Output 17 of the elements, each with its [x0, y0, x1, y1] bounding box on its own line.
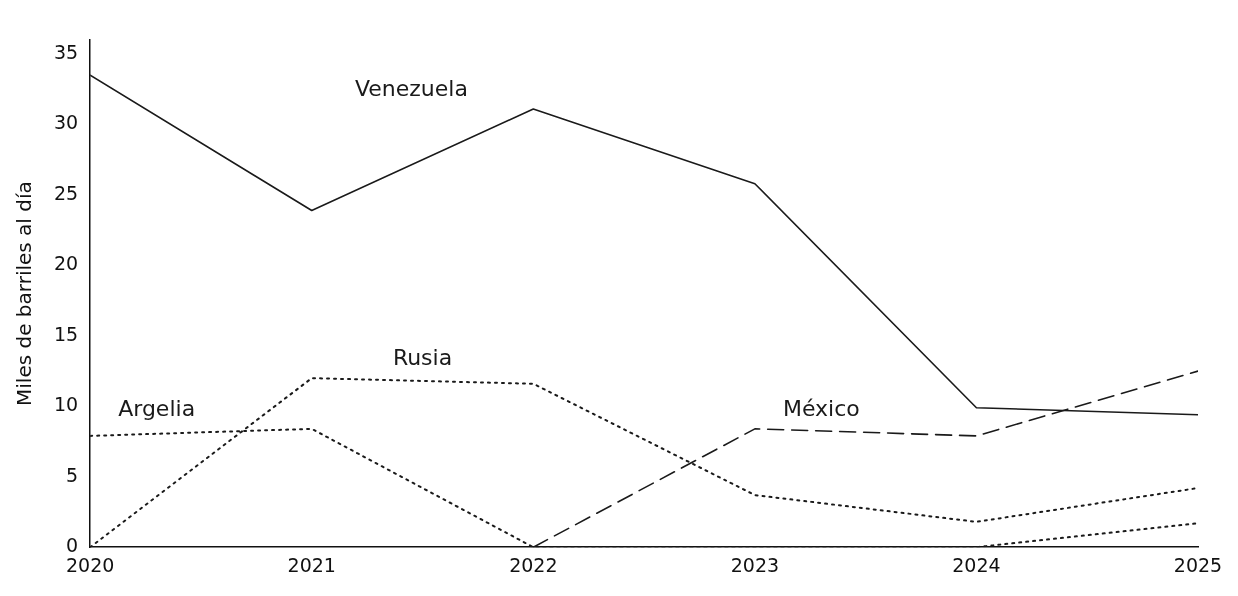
- y-tick-label: 30: [53, 111, 79, 134]
- series-label: México: [782, 395, 860, 421]
- x-tick-label: 2022: [509, 553, 558, 576]
- y-tick-label: 5: [66, 463, 79, 486]
- y-axis-title: Miles de barriles al día: [12, 181, 37, 406]
- x-tick-label: 2024: [952, 553, 1001, 576]
- x-tick-label: 2023: [730, 553, 780, 576]
- y-tick-label: 35: [53, 41, 79, 64]
- x-tick-label: 2025: [1173, 553, 1223, 576]
- y-tick-label: 20: [53, 252, 79, 275]
- series-label: Venezuela: [354, 75, 468, 101]
- y-tick-label: 15: [53, 322, 79, 345]
- y-tick-label: 10: [53, 393, 79, 416]
- y-tick-label: 25: [53, 181, 79, 204]
- x-tick-label: 2021: [287, 553, 336, 576]
- series-label: Argelia: [118, 395, 196, 421]
- series-label: Rusia: [392, 344, 453, 370]
